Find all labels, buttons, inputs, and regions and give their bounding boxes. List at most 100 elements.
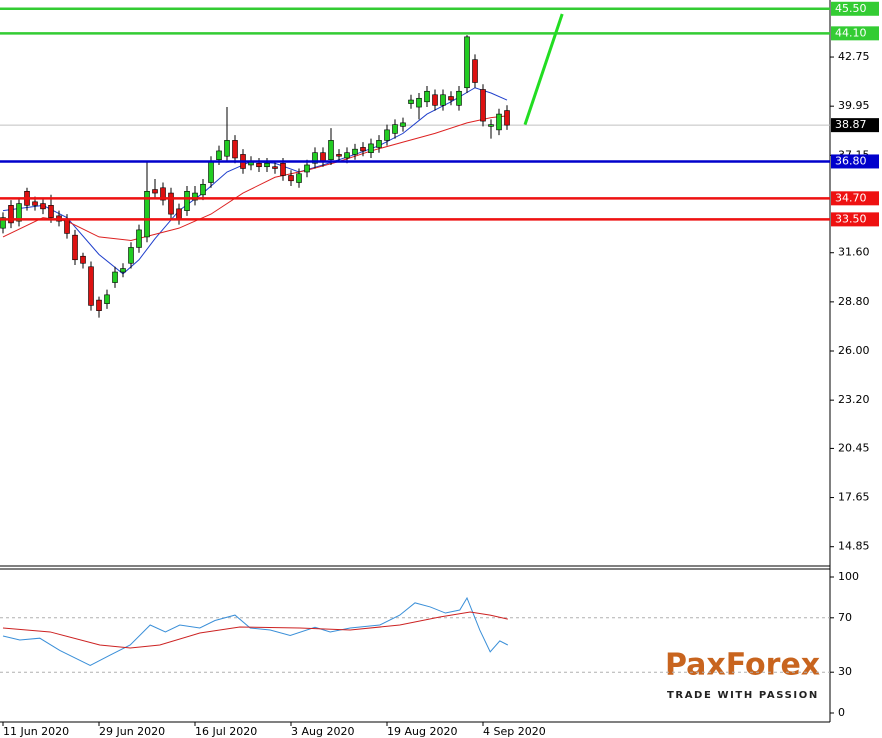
y-tick-label: 0 — [838, 706, 845, 719]
candle-body — [40, 203, 46, 210]
level-label-box — [831, 212, 879, 227]
candle-body — [408, 99, 414, 104]
last-price-label: 38.87 — [835, 118, 867, 131]
x-tick-label: 11 Jun 2020 — [3, 725, 69, 738]
y-tick-label: 100 — [838, 570, 859, 583]
candle-body — [160, 187, 166, 201]
candle-body — [376, 140, 382, 148]
level-label: 36.80 — [835, 154, 867, 167]
candle-body — [504, 110, 510, 126]
candle-body — [136, 229, 142, 248]
y-tick-label: 14.85 — [838, 540, 870, 553]
candle-body — [416, 97, 422, 108]
y-tick-label: 28.80 — [838, 295, 870, 308]
candle-body — [328, 140, 334, 161]
moving-average — [2, 87, 508, 275]
x-tick-label: 4 Sep 2020 — [483, 725, 546, 738]
candle-body — [192, 192, 198, 201]
candle-body — [88, 266, 94, 306]
candle-body — [280, 162, 286, 176]
candle-body — [16, 203, 22, 222]
level-label-box — [831, 26, 879, 41]
candle-body — [232, 140, 238, 159]
candle-body — [200, 183, 206, 196]
x-tick-label: 29 Jun 2020 — [99, 725, 165, 738]
candle-body — [392, 124, 398, 134]
candle-body — [128, 247, 134, 264]
logo-name: PaxForex — [665, 648, 820, 683]
y-tick-label: 26.00 — [838, 344, 870, 357]
candle-body — [272, 166, 278, 169]
candle-body — [72, 234, 78, 261]
trendline — [523, 13, 564, 126]
candle-body — [224, 140, 230, 157]
y-tick-label: 70 — [838, 611, 852, 624]
candle-body — [432, 94, 438, 106]
y-tick-label: 17.65 — [838, 491, 870, 504]
y-tick-label: 20.45 — [838, 441, 870, 454]
candle-body — [8, 205, 14, 224]
candle-body — [256, 162, 262, 168]
candle-body — [488, 124, 494, 127]
candle-body — [48, 205, 54, 218]
candle-body — [216, 150, 222, 161]
level-label: 33.50 — [835, 212, 867, 225]
candle-body — [296, 173, 302, 183]
oscillator-line — [2, 596, 509, 666]
x-tick-label: 16 Jul 2020 — [195, 725, 257, 738]
candle-body — [80, 255, 86, 264]
candle-body — [176, 208, 182, 220]
candle-body — [448, 96, 454, 101]
candle-body — [480, 89, 486, 122]
level-label: 45.50 — [835, 2, 867, 15]
candle-body — [360, 147, 366, 152]
candle-body — [208, 161, 214, 183]
level-label-box — [831, 154, 879, 169]
candle-body — [384, 129, 390, 141]
candle-body — [456, 90, 462, 106]
y-tick-label: 30 — [838, 665, 852, 678]
candle-body — [168, 192, 174, 215]
candle-body — [184, 190, 190, 211]
candle-body — [0, 217, 6, 229]
candle-body — [64, 219, 70, 234]
candle-body — [400, 122, 406, 127]
candle-body — [96, 299, 102, 311]
candle-body — [336, 154, 342, 157]
candle-body — [320, 152, 326, 162]
x-tick-label: 19 Aug 2020 — [387, 725, 457, 738]
candle-body — [312, 152, 318, 164]
y-tick-label: 39.95 — [838, 99, 870, 112]
candle-body — [288, 175, 294, 182]
level-label: 34.70 — [835, 191, 867, 204]
y-tick-label: 31.60 — [838, 246, 870, 259]
candle-body — [424, 90, 430, 103]
y-tick-label: 42.75 — [838, 50, 870, 63]
candle-body — [496, 113, 502, 131]
candle-body — [344, 152, 350, 159]
x-tick-label: 3 Aug 2020 — [291, 725, 354, 738]
candle-body — [104, 294, 110, 304]
level-label-box — [831, 191, 879, 206]
moving-average — [2, 115, 508, 241]
oscillator-line — [2, 611, 508, 649]
candle-body — [464, 36, 470, 89]
level-label: 44.10 — [835, 26, 867, 39]
candle-body — [152, 189, 158, 194]
candle-body — [440, 94, 446, 106]
candle-body — [264, 162, 270, 168]
candle-body — [352, 148, 358, 155]
candle-body — [32, 201, 38, 206]
candle-body — [368, 143, 374, 153]
logo-tagline: TRADE WITH PASSION — [667, 690, 819, 701]
level-label-box — [831, 1, 879, 16]
candle-body — [112, 271, 118, 283]
candle-body — [304, 164, 310, 173]
y-tick-label: 23.20 — [838, 393, 870, 406]
candle-body — [120, 268, 126, 273]
candle-body — [144, 190, 150, 238]
candle-body — [472, 59, 478, 83]
last-price-box — [831, 118, 879, 133]
